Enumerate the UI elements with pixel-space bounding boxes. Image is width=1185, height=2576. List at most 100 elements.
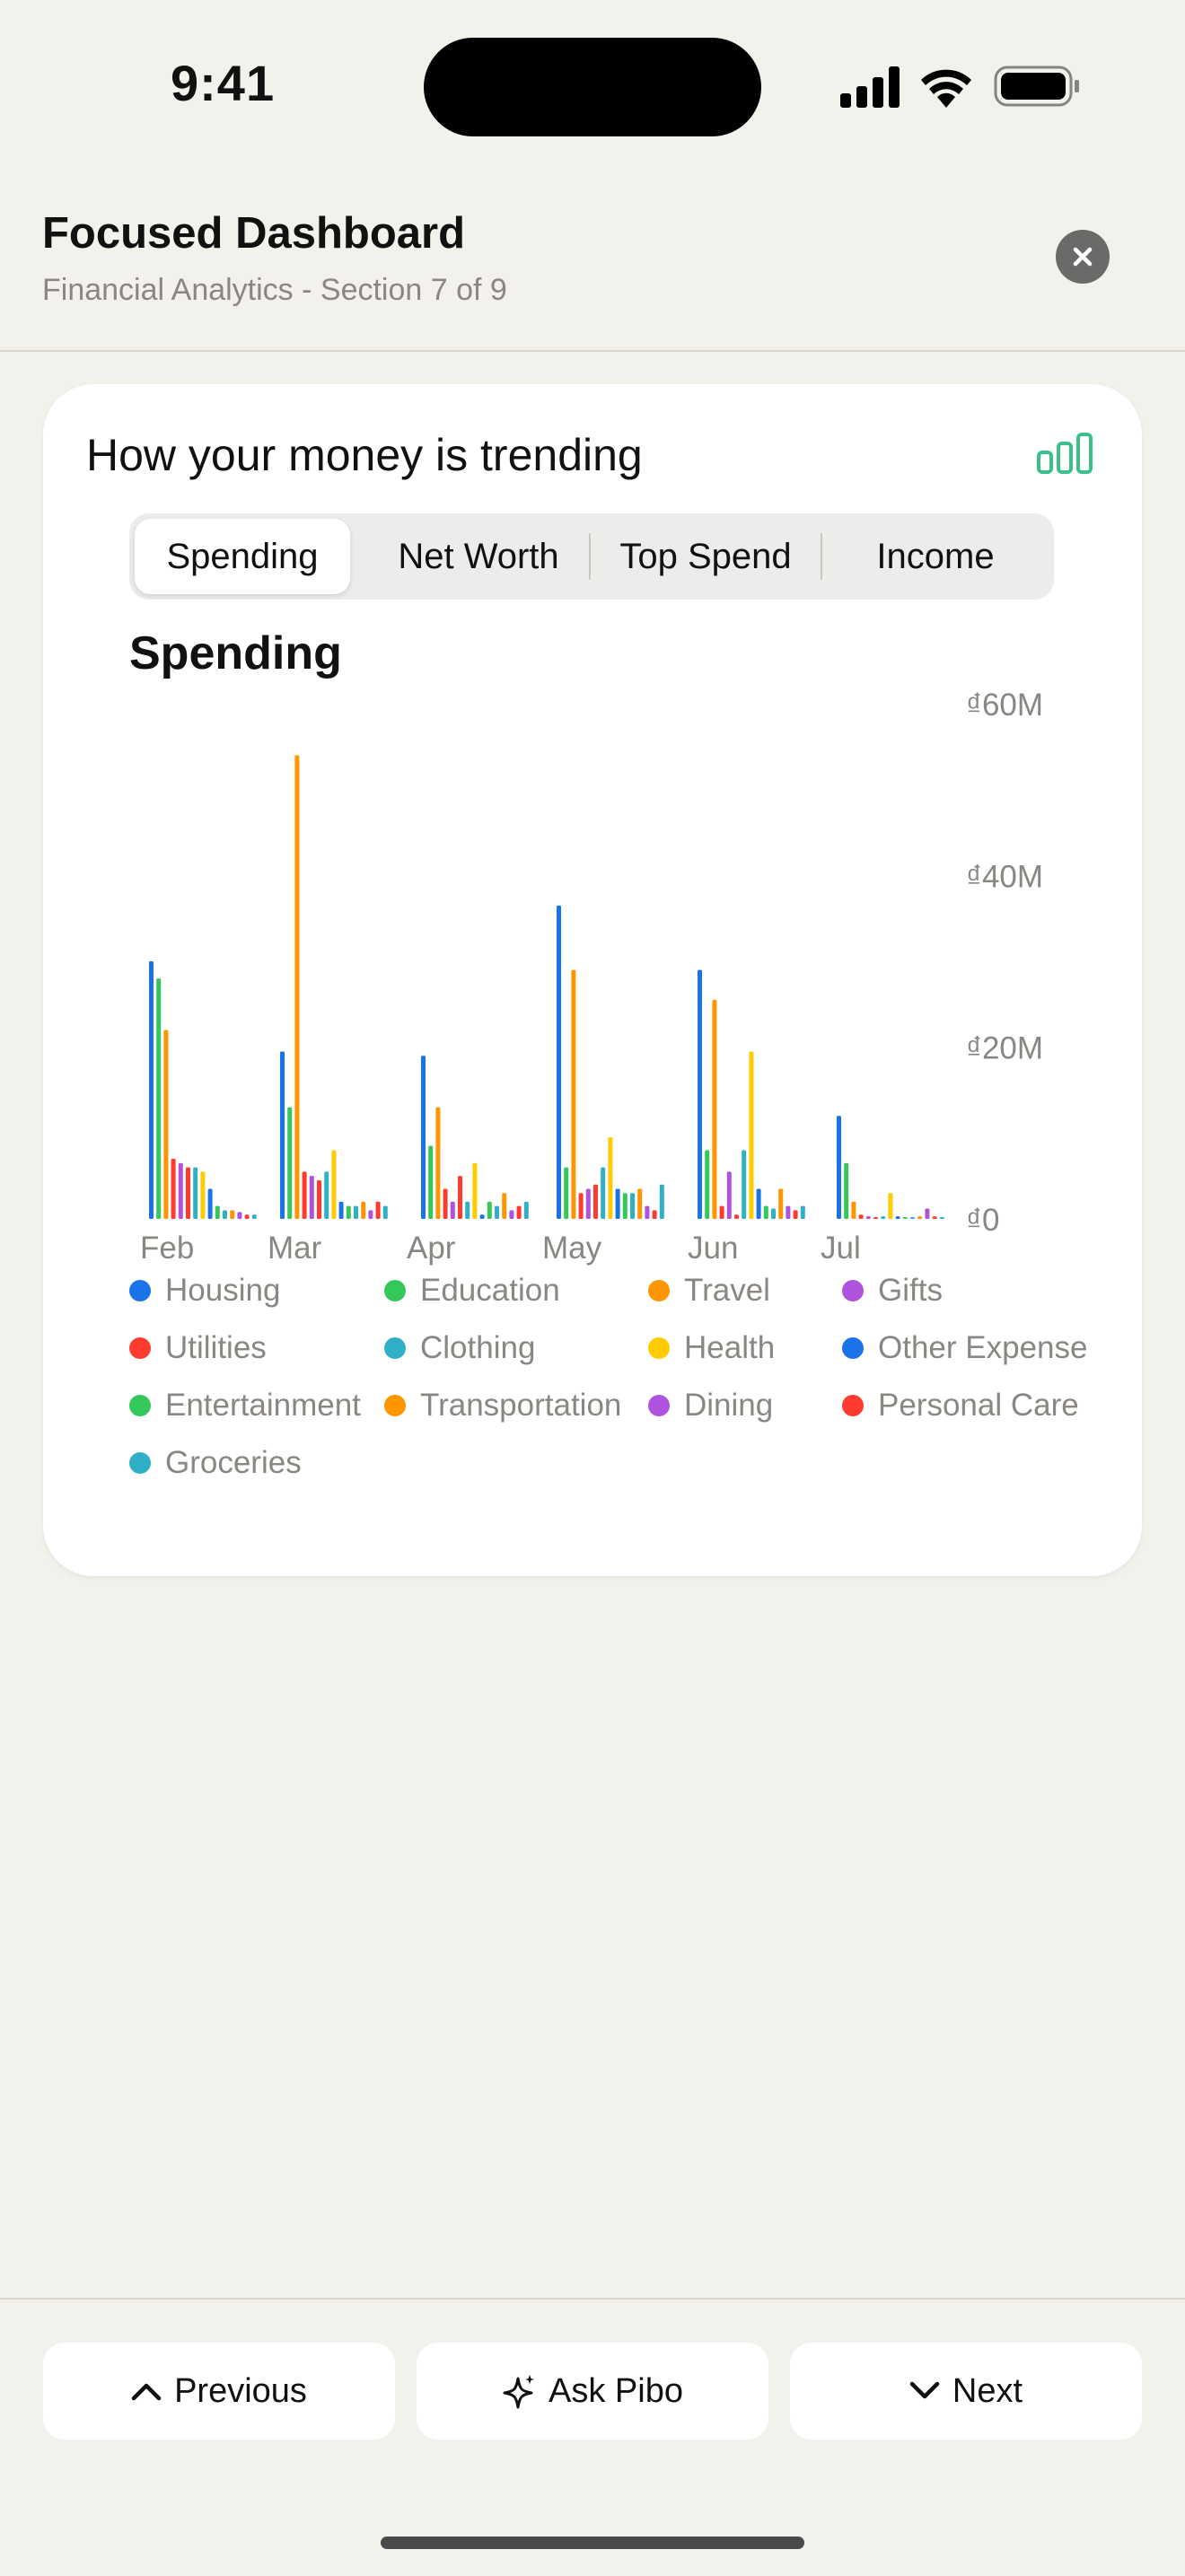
bar [571,969,576,1219]
bar [564,1167,569,1219]
legend-label: Transportation [420,1388,622,1423]
chevron-down-icon [909,2381,940,2399]
y-tick-label: ₫0 [966,1203,999,1238]
legend-label: Health [684,1330,776,1365]
status-icons [838,63,1079,110]
next-label: Next [952,2371,1023,2410]
bar [487,1201,492,1219]
tab-top-spend[interactable]: Top Spend [619,536,792,576]
bar [331,1150,337,1219]
bar [523,1201,529,1219]
bar [932,1216,937,1219]
x-tick-label: Jul [821,1231,861,1266]
legend-label: Education [420,1273,560,1308]
bar [652,1210,657,1219]
ask-pibo-label: Ask Pibo [549,2371,683,2410]
bar [578,1193,584,1219]
legend-label: Groceries [165,1445,302,1480]
next-button[interactable]: Next [790,2343,1142,2440]
bar [149,961,154,1219]
segmented-control: Spending Net Worth Top Spend Income [129,513,1054,600]
bar [917,1216,923,1219]
bar [771,1208,776,1219]
tab-divider [589,533,591,580]
bar [186,1167,190,1219]
bar [837,1116,841,1219]
y-tick-label: ₫60M [966,688,1043,723]
bar [659,1184,664,1219]
bar [495,1205,499,1219]
legend-item: Utilities [129,1330,267,1366]
card-title: How your money is trending [86,430,643,480]
bar [302,1171,307,1219]
bar [630,1193,635,1219]
bar [786,1205,791,1219]
bar [902,1217,908,1219]
cellular-signal-icon [840,66,900,108]
bar [368,1210,373,1219]
bar [382,1205,388,1219]
bar [622,1193,628,1219]
home-indicator [381,2537,804,2549]
legend-dot [648,1395,670,1416]
legend-label: Gifts [878,1273,943,1308]
previous-label: Previous [174,2371,307,2410]
bar [881,1216,886,1219]
legend-dot [842,1395,864,1416]
close-button[interactable] [1056,230,1110,284]
spending-bar-chart: ₫60M ₫40M ₫20M ₫0 Feb Mar Apr May Jun Jul [140,688,1043,1266]
legend-item: Other Expense [842,1330,1087,1366]
x-tick-label: Mar [268,1231,322,1266]
x-tick-label: May [542,1231,602,1266]
bar [749,1051,754,1219]
bar [435,1107,441,1219]
legend-dot [129,1395,151,1416]
legend-item: Health [648,1330,775,1366]
x-tick-label: Apr [407,1231,456,1266]
previous-button[interactable]: Previous [43,2343,395,2440]
bar [637,1188,643,1219]
bar [516,1205,522,1219]
bar [443,1188,448,1219]
legend-dot [842,1280,864,1301]
legend-dot [648,1337,670,1359]
chart-title: Spending [129,627,342,679]
bar [601,1167,606,1219]
bar [163,1030,169,1219]
bar [178,1162,183,1219]
bar [734,1214,739,1219]
bar [844,1162,849,1219]
tab-spending[interactable]: Spending [135,519,350,594]
battery-icon [994,66,1079,107]
bar [324,1171,329,1219]
sparkle-icon [503,2375,535,2409]
ask-pibo-button[interactable]: Ask Pibo [417,2343,768,2440]
legend-item: Transportation [384,1388,621,1424]
legend-dot [384,1395,406,1416]
x-tick-label: Jun [688,1231,738,1266]
legend-item: Housing [129,1273,280,1309]
legend-item: Clothing [384,1330,535,1366]
tab-divider [821,533,822,580]
bar [421,1056,426,1219]
legend-item: Gifts [842,1273,943,1309]
trend-card: How your money is trending Spending Net … [43,384,1142,1576]
tab-income[interactable]: Income [876,536,995,576]
bar-chart-icon[interactable] [1036,433,1093,474]
legend-label: Dining [684,1388,774,1423]
bar [317,1179,321,1219]
bar [472,1162,478,1219]
bar [608,1137,613,1219]
bar [645,1205,650,1219]
status-time: 9:41 [171,55,276,111]
bar [910,1217,915,1219]
legend-item: Travel [648,1273,770,1309]
y-tick-label: ₫40M [966,859,1043,894]
tab-net-worth[interactable]: Net Worth [398,536,559,576]
bar [778,1188,784,1219]
legend-dot [129,1452,151,1474]
bar [244,1214,250,1219]
bar [851,1201,856,1219]
bar [873,1217,878,1219]
bar [223,1210,227,1219]
